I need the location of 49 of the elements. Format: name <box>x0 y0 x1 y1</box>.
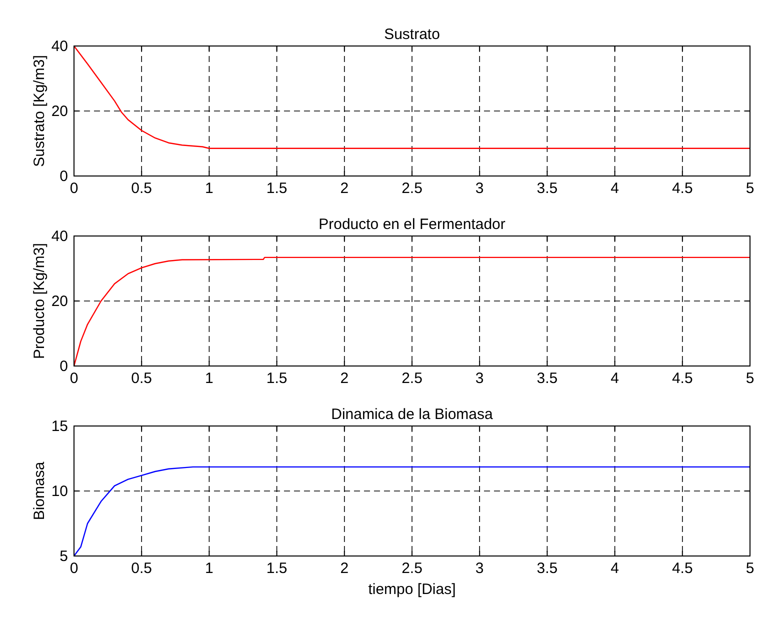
x-tick-label: 3.5 <box>536 370 558 387</box>
x-tick-label: 0.5 <box>131 560 152 577</box>
x-tick-label: 3 <box>475 560 484 577</box>
x-tick-label: 2 <box>340 370 349 387</box>
x-tick-label: 3 <box>475 180 484 197</box>
x-tick-label: 5 <box>746 370 754 387</box>
x-tick-label: 4.5 <box>672 180 693 197</box>
line-series <box>73 466 751 557</box>
y-tick-label: 0 <box>60 168 68 185</box>
x-tick-label: 5 <box>746 560 754 577</box>
x-tick-label: 4.5 <box>672 370 693 387</box>
y-axis-title: Biomasa <box>31 461 48 520</box>
x-tick-label: 4 <box>610 370 619 387</box>
x-tick-label: 4.5 <box>672 560 693 577</box>
x-tick-label: 3.5 <box>536 180 558 197</box>
chart-title: Sustrato <box>384 26 440 43</box>
x-tick-label: 3 <box>475 370 484 387</box>
y-tick-label: 0 <box>60 358 68 375</box>
x-tick-label: 2.5 <box>402 370 422 387</box>
y-tick-label: 20 <box>51 293 68 310</box>
x-axis-title: tiempo [Dias] <box>368 581 456 598</box>
x-tick-label: 0.5 <box>131 180 152 197</box>
x-tick-label: 0.5 <box>131 370 152 387</box>
y-tick-label: 5 <box>60 548 68 565</box>
y-tick-label: 40 <box>51 38 68 55</box>
chart-title: Dinamica de la Biomasa <box>331 406 494 423</box>
x-tick-label: 2 <box>340 560 349 577</box>
y-tick-label: 20 <box>51 103 68 120</box>
y-tick-label: 15 <box>51 418 68 435</box>
line-series <box>73 45 751 149</box>
x-tick-label: 3.5 <box>536 560 558 577</box>
x-tick-label: 1.5 <box>266 180 288 197</box>
x-tick-label: 5 <box>746 180 754 197</box>
chart-title: Producto en el Fermentador <box>318 216 506 233</box>
x-tick-label: 2.5 <box>402 560 422 577</box>
line-series <box>73 256 751 367</box>
y-tick-label: 10 <box>51 483 68 500</box>
x-tick-label: 1 <box>205 560 214 577</box>
y-tick-label: 40 <box>51 228 68 245</box>
x-tick-label: 1 <box>205 180 214 197</box>
y-axis-title: Sustrato [Kg/m3] <box>31 55 48 167</box>
x-tick-label: 1.5 <box>266 560 288 577</box>
x-tick-label: 4 <box>610 180 619 197</box>
x-tick-label: 1.5 <box>266 370 288 387</box>
x-tick-label: 2 <box>340 180 349 197</box>
x-tick-label: 1 <box>205 370 214 387</box>
x-tick-label: 4 <box>610 560 619 577</box>
x-tick-label: 2.5 <box>402 180 422 197</box>
y-axis-title: Producto [Kg/m3] <box>31 243 48 359</box>
